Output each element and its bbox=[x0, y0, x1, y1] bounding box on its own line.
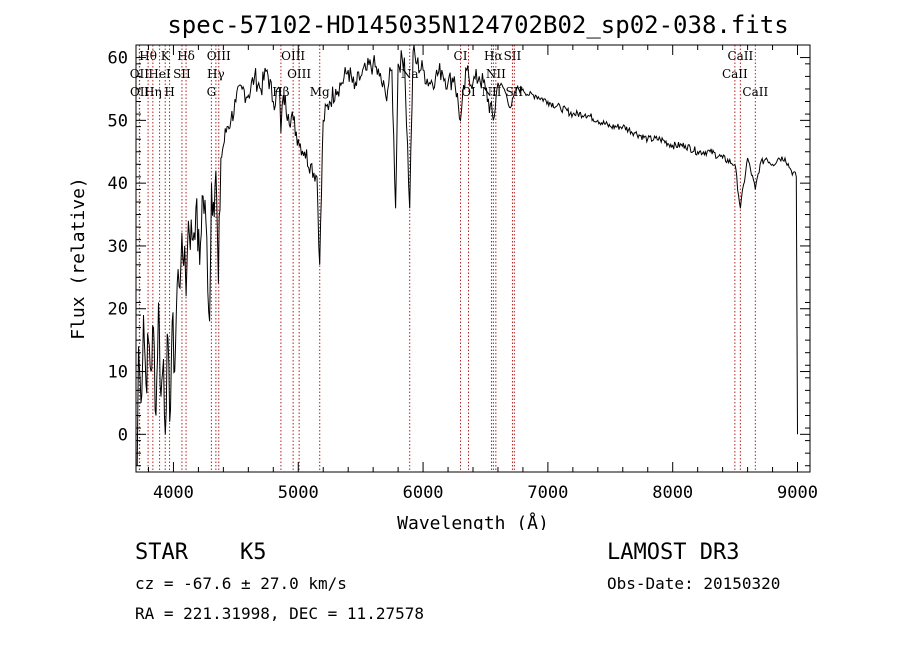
y-tick-label: 20 bbox=[108, 300, 128, 320]
x-tick-label: 5000 bbox=[278, 483, 319, 503]
spectral-line-label: Hδ bbox=[177, 49, 195, 63]
y-tick-label: 40 bbox=[108, 174, 128, 194]
spectrum-chart: spec-57102-HD145035N124702B02_sp02-038.f… bbox=[68, 11, 818, 534]
spectral-line-label: Hη bbox=[144, 85, 162, 99]
spectral-line-label: OIII bbox=[287, 67, 311, 81]
chart-title: spec-57102-HD145035N124702B02_sp02-038.f… bbox=[167, 11, 788, 39]
spectral-line-label: SII bbox=[504, 49, 522, 63]
y-axis-ticks: 0 10 20 30 40 50 60 bbox=[108, 49, 810, 467]
spectral-line-label: OII bbox=[130, 85, 150, 99]
x-tick-label: 6000 bbox=[403, 483, 444, 503]
spectral-line-label: OIII bbox=[207, 49, 231, 63]
spectral-line-label: CI bbox=[454, 49, 468, 63]
spectral-line-label: H bbox=[164, 85, 174, 99]
x-tick-label: 9000 bbox=[777, 483, 818, 503]
observation-date: Obs-Date: 20150320 bbox=[607, 574, 781, 593]
x-tick-label: 8000 bbox=[652, 483, 693, 503]
spectral-line-label: HeI bbox=[148, 67, 171, 81]
x-tick-label: 4000 bbox=[153, 483, 194, 503]
spectral-line-label: G bbox=[207, 85, 217, 99]
coordinates: RA = 221.31998, DEC = 11.27578 bbox=[135, 604, 424, 623]
spectral-line-label: NII bbox=[486, 67, 506, 81]
spectral-line-label: SII bbox=[173, 67, 191, 81]
plot-frame bbox=[135, 44, 811, 473]
redshift-cz: cz = -67.6 ± 27.0 km/s bbox=[135, 574, 347, 593]
survey-name: LAMOST DR3 bbox=[607, 540, 740, 565]
spectral-line-label: CaII bbox=[727, 49, 753, 63]
x-axis-label: Wavelength (Å) bbox=[397, 512, 549, 530]
spectral-line-label: K bbox=[161, 49, 171, 63]
object-subclass: K5 bbox=[240, 540, 267, 565]
y-tick-label: 30 bbox=[108, 237, 128, 257]
spectral-line-label: CaII bbox=[742, 85, 768, 99]
x-axis-ticks: 4000 5000 6000 7000 8000 9000 bbox=[147, 45, 818, 503]
series-group bbox=[136, 45, 798, 466]
y-axis-label: Flux (relative) bbox=[68, 177, 89, 340]
spectral-line-label: Mg bbox=[310, 85, 330, 99]
spectral-line-label: OIII bbox=[281, 49, 305, 63]
y-tick-label: 60 bbox=[108, 49, 128, 69]
y-tick-label: 50 bbox=[108, 111, 128, 131]
spectrum-line bbox=[136, 45, 798, 466]
spectral-line-label: Hθ bbox=[139, 49, 157, 63]
spectral-line-label: CaII bbox=[722, 67, 748, 81]
y-tick-label: 0 bbox=[118, 425, 128, 445]
spectral-line-label: OII bbox=[130, 67, 150, 81]
spectral-line-markers bbox=[138, 45, 756, 472]
y-tick-label: 10 bbox=[108, 363, 128, 383]
object-class: STAR bbox=[135, 540, 188, 565]
spectral-line-label: Hγ bbox=[207, 67, 225, 81]
x-tick-label: 7000 bbox=[527, 483, 568, 503]
spectral-line-label: Hα bbox=[484, 49, 503, 63]
spectral-line-label: Hβ bbox=[272, 85, 289, 99]
